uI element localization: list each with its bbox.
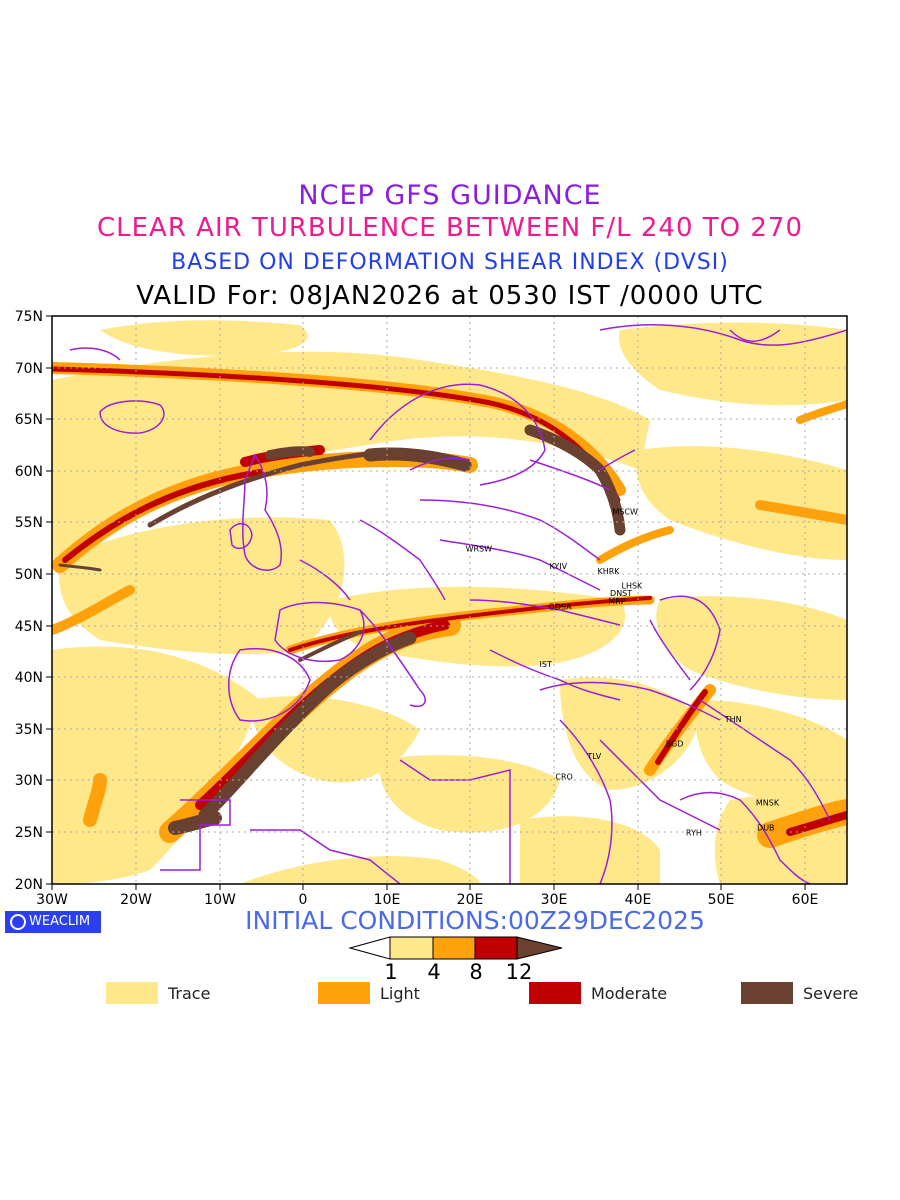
colorbar-light (432, 936, 476, 960)
tick-marks (46, 315, 806, 890)
lat-label: 40N (15, 670, 43, 686)
trace-areas (52, 320, 847, 884)
lat-label: 30N (15, 773, 43, 789)
country-borders (69, 324, 847, 884)
title-turbulence: CLEAR AIR TURBULENCE BETWEEN F/L 240 TO … (96, 213, 804, 243)
city-label-dnst: DNST (610, 589, 632, 598)
lon-label: 20E (457, 892, 484, 905)
city-label-khrk: KHRK (597, 567, 620, 576)
city-label-ist: IST (540, 660, 552, 669)
lon-label: 30E (541, 892, 568, 905)
lon-label: 30W (36, 892, 68, 905)
city-label-odsa: ODSA (548, 602, 572, 611)
city-label-mscw: MSCW (612, 507, 638, 516)
legend-label: Trace (168, 984, 211, 1003)
lat-label: 60N (15, 464, 43, 480)
legend-label: Moderate (591, 984, 668, 1003)
city-label-thn: THN (724, 715, 742, 724)
colorbar-min-arrow (348, 936, 391, 960)
legend-swatch (741, 982, 793, 1004)
turbulence-map: 75N 70N 65N 60N 55N 50N 45N 40N 35N 30N … (15, 309, 848, 905)
city-label-kyiv: KYIV (549, 562, 567, 571)
city-label-ryh: RYH (686, 829, 702, 838)
lat-label: 70N (15, 361, 43, 377)
logo-text: WEACLIM (29, 914, 91, 929)
title-index: BASED ON DEFORMATION SHEAR INDEX (DVSI) (171, 250, 729, 275)
title-guidance: NCEP GFS GUIDANCE (298, 180, 602, 211)
city-label-wrsw: WRSW (466, 545, 493, 554)
severe-bands (58, 424, 626, 835)
colorbar-tick: 1 (384, 960, 398, 984)
graticule (52, 316, 847, 884)
lon-label: 60E (792, 892, 819, 905)
lon-label: 10W (204, 892, 236, 905)
lat-label: 20N (15, 877, 43, 893)
city-label-mrp: MRP (608, 597, 625, 606)
lat-label: 75N (15, 309, 43, 325)
weaclim-logo-icon (10, 914, 26, 930)
colorbar (348, 936, 563, 960)
legend-label: Severe (803, 984, 859, 1003)
turbulence-field (52, 320, 847, 884)
lat-label: 65N (15, 412, 43, 428)
city-label-mnsk: MNSK (756, 799, 780, 808)
legend-swatch (529, 982, 581, 1004)
lat-label: 50N (15, 567, 43, 583)
colorbar-trace (389, 936, 434, 960)
city-label-tlv: TLV (586, 752, 601, 761)
colorbar-tick: 12 (505, 960, 533, 984)
colorbar-severe (516, 936, 563, 960)
lat-label: 45N (15, 619, 43, 635)
lat-axis-labels: 75N 70N 65N 60N 55N 50N 45N 40N 35N 30N … (15, 309, 43, 893)
lat-label: 55N (15, 515, 43, 531)
map-frame (51, 315, 848, 885)
lon-label: 10E (374, 892, 401, 905)
initial-conditions: INITIAL CONDITIONS:00Z29DEC2025 (245, 906, 705, 935)
city-label-lhsk: LHSK (622, 582, 644, 591)
lon-label: 40E (625, 892, 652, 905)
title-valid-time: VALID For: 08JAN2026 at 0530 IST /0000 U… (136, 281, 764, 311)
lon-label: 50E (708, 892, 735, 905)
colorbar-moderate (474, 936, 518, 960)
lon-axis-labels: 30W 20W 10W 0 10E 20E 30E 40E 50E 60E (36, 892, 818, 905)
city-label-dub: DUB (757, 823, 775, 832)
legend-swatch (106, 982, 158, 1004)
colorbar-tick: 4 (427, 960, 441, 984)
legend-label: Light (380, 984, 420, 1003)
colorbar-tick: 8 (469, 960, 483, 984)
lon-label: 20W (120, 892, 152, 905)
lat-label: 35N (15, 722, 43, 738)
legend-swatch (318, 982, 370, 1004)
city-label-bgd: BGD (666, 740, 684, 749)
lat-label: 25N (15, 825, 43, 841)
weaclim-logo: WEACLIM (5, 911, 101, 933)
lon-label: 0 (299, 892, 308, 905)
city-label-cro: CRO (555, 773, 572, 782)
